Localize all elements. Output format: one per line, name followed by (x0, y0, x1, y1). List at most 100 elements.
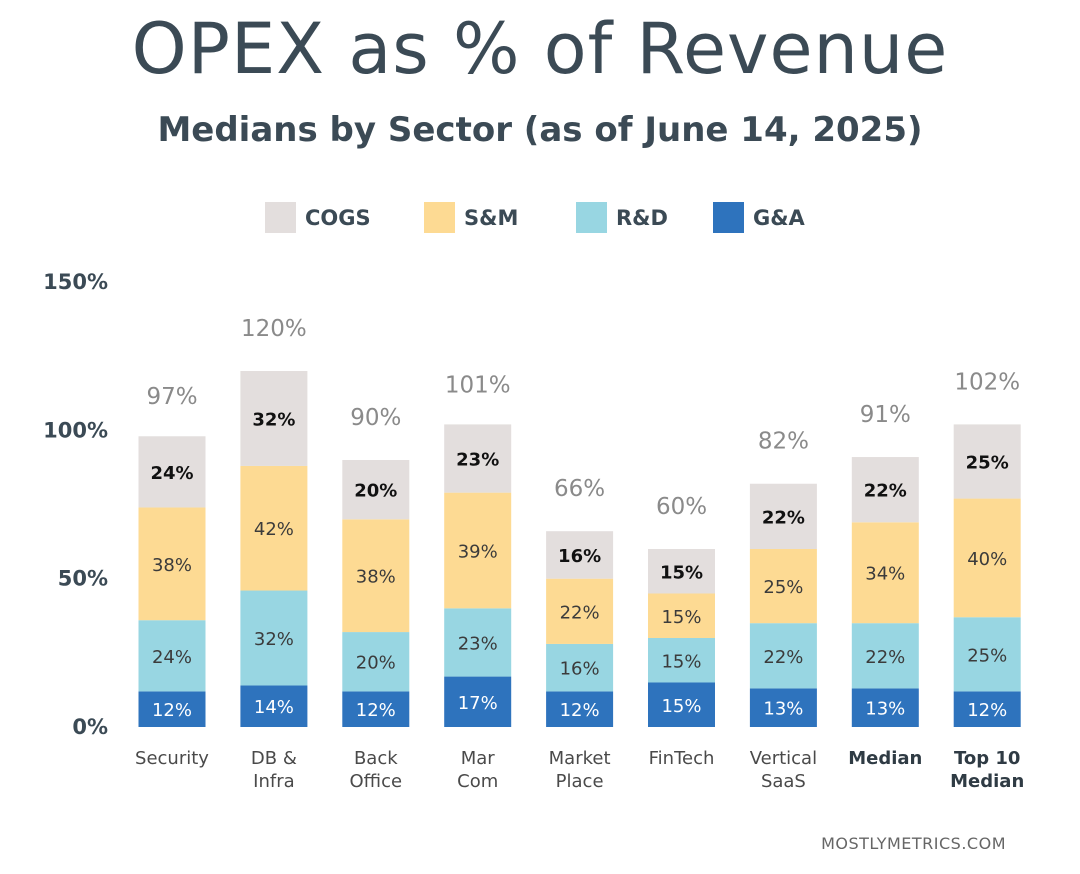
data-label-rd: 22% (865, 647, 905, 668)
bar-segment-ga (342, 691, 410, 727)
data-label-cogs: 32% (252, 409, 295, 430)
bar-segment-rd (138, 620, 206, 692)
data-label-ga: 12% (967, 700, 1007, 721)
data-label-rd: 32% (254, 629, 294, 650)
bar-segment-rd (648, 638, 715, 683)
data-label-cogs: 16% (558, 546, 601, 567)
data-label-rd: 24% (152, 647, 192, 668)
bar-segment-rd (444, 608, 512, 677)
bar-segment-ga (851, 688, 919, 727)
bar-segment-ga (546, 691, 614, 727)
bar-segment-rd (953, 617, 1021, 692)
bar-segment-sm (138, 507, 206, 621)
bar-segment-rd (749, 623, 817, 689)
data-label-ga: 17% (458, 693, 498, 714)
bar-segment-ga (444, 676, 512, 727)
data-label-cogs: 25% (966, 452, 1009, 473)
bar-segment-cogs (648, 549, 715, 594)
y-tick-label: 0% (72, 715, 108, 739)
y-tick-label: 100% (43, 418, 108, 442)
total-label: 82% (758, 429, 809, 455)
data-label-cogs: 15% (660, 562, 703, 583)
bar-segment-sm (240, 465, 308, 591)
legend-swatch-cogs (265, 202, 296, 233)
data-label-sm: 38% (356, 567, 396, 588)
legend-label-ga: G&A (753, 206, 806, 230)
bar-segment-rd (851, 623, 919, 689)
data-label-rd: 25% (967, 645, 1007, 666)
chart-subtitle: Medians by Sector (as of June 14, 2025) (157, 110, 923, 150)
x-tick-label: Back (354, 748, 398, 769)
bars: 12% 24% 38% 24% 97% 14% 32% 42% 32% 120% 12% 20% 38%… (138, 316, 1021, 727)
data-label-sm: 15% (661, 607, 701, 628)
x-tick-label: Place (556, 771, 604, 792)
bar-segment-sm (546, 578, 614, 644)
bar-segment-cogs (240, 371, 308, 466)
bar-segment-sm (648, 593, 715, 638)
total-label: 66% (554, 476, 605, 502)
data-label-sm: 40% (967, 549, 1007, 570)
bar-segment-cogs (749, 483, 817, 549)
legend-label-rd: R&D (616, 206, 668, 230)
data-label-rd: 23% (458, 633, 498, 654)
bar-segment-sm (851, 522, 919, 624)
bar-segment-cogs (444, 424, 512, 493)
bar-segment-sm (444, 492, 512, 609)
total-label: 120% (241, 316, 307, 342)
x-tick-label: Market (549, 748, 611, 769)
y-tick-label: 150% (43, 270, 108, 294)
data-label-sm: 42% (254, 519, 294, 540)
bar-segment-cogs (953, 424, 1021, 499)
bar-segment-ga (240, 685, 308, 727)
x-tick-label: Security (135, 748, 209, 769)
bar-segment-cogs (342, 460, 410, 520)
y-tick-label: 50% (58, 567, 108, 591)
data-label-cogs: 20% (354, 481, 397, 502)
bar-segment-ga (953, 691, 1021, 727)
total-label: 97% (146, 384, 197, 410)
x-tick-label: Median (950, 771, 1024, 792)
bar-segment-cogs (546, 531, 614, 579)
x-tick-label: Infra (253, 771, 294, 792)
total-label: 60% (656, 494, 707, 520)
total-label: 90% (350, 405, 401, 431)
bar-segment-sm (342, 519, 410, 633)
data-label-ga: 15% (661, 696, 701, 717)
x-tick-label: DB & (251, 748, 297, 769)
bar-segment-sm (749, 549, 817, 624)
x-tick-label: FinTech (649, 748, 715, 769)
data-label-sm: 25% (763, 577, 803, 598)
total-label: 91% (860, 402, 911, 428)
data-label-ga: 12% (560, 700, 600, 721)
data-label-rd: 22% (763, 647, 803, 668)
x-tick-label: Median (848, 748, 922, 769)
x-tick-label: Vertical (750, 748, 817, 769)
y-axis: 0% 50% 100% 150% (43, 270, 108, 739)
data-label-rd: 16% (560, 659, 600, 680)
legend-label-sm: S&M (464, 206, 518, 230)
legend-label-cogs: COGS (305, 206, 371, 230)
bar-segment-ga (749, 688, 817, 727)
data-label-ga: 14% (254, 697, 294, 718)
bar-segment-rd (240, 590, 308, 686)
legend-swatch-ga (713, 202, 744, 233)
total-label: 101% (445, 372, 511, 398)
chart-title: OPEX as % of Revenue (131, 8, 949, 90)
legend-swatch-rd (576, 202, 607, 233)
source-credit: MOSTLYMETRICS.COM (821, 834, 1006, 853)
x-tick-label: Office (350, 771, 403, 792)
data-label-sm: 34% (865, 564, 905, 585)
bar-segment-ga (648, 682, 715, 727)
data-label-ga: 13% (763, 699, 803, 720)
bar-segment-ga (138, 691, 206, 727)
bar-segment-sm (953, 498, 1021, 618)
data-label-ga: 12% (356, 700, 396, 721)
bar-segment-rd (546, 643, 614, 692)
data-label-rd: 20% (356, 653, 396, 674)
x-tick-label: Com (457, 771, 498, 792)
x-tick-label: Top 10 (954, 748, 1020, 769)
data-label-ga: 12% (152, 700, 192, 721)
data-label-sm: 38% (152, 555, 192, 576)
